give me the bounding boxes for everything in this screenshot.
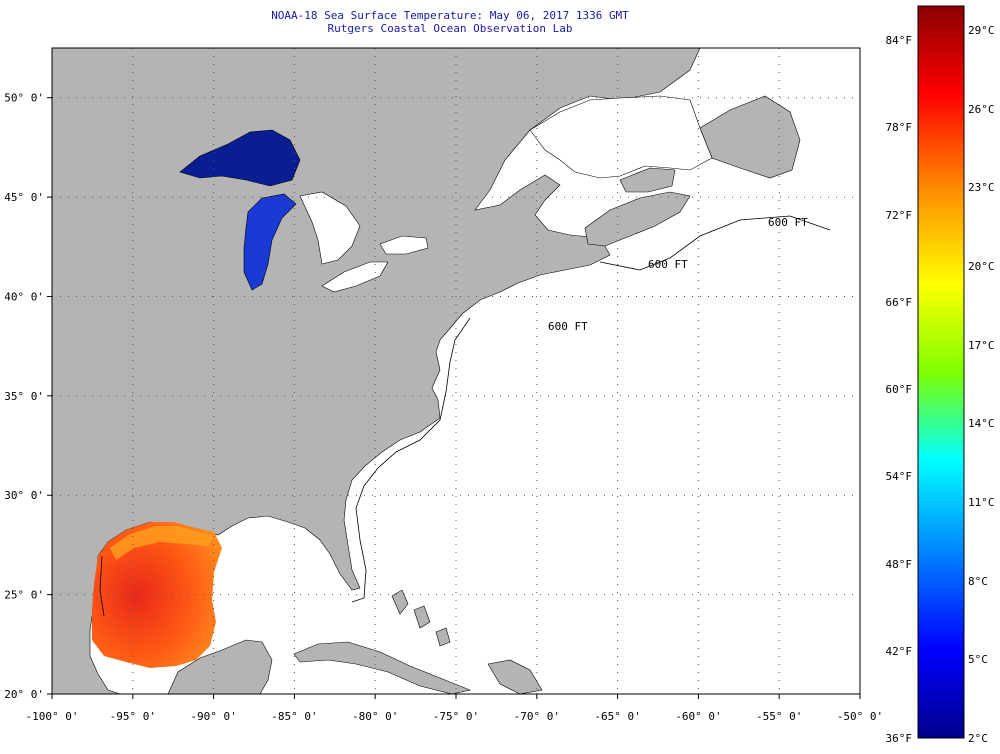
lat-tick-label: 45° 0' [4, 191, 44, 204]
lat-tick-label: 50° 0' [4, 92, 44, 105]
colorbar-c-label: 29°C [968, 24, 995, 37]
isobath-label: 600 FT [648, 258, 688, 271]
colorbar-f-label: 66°F [885, 295, 913, 309]
map-subtitle: Rutgers Coastal Ocean Observation Lab [327, 22, 573, 35]
colorbar-c-label: 2°C [968, 732, 988, 745]
lon-tick-label: -65° 0' [594, 710, 640, 723]
lon-tick-label: -95° 0' [110, 710, 156, 723]
colorbar-c-label: 20°C [968, 260, 995, 273]
colorbar-f-label: 60°F [885, 383, 913, 396]
isobath-label: 600 FT [548, 320, 588, 333]
colorbar-f-label: 72°F [885, 208, 913, 222]
colorbar-c-label: 5°C [968, 653, 988, 667]
colorbar-c-label: 8°C [968, 574, 988, 588]
isobath-label: 600 FT [768, 216, 808, 229]
lon-tick-label: -80° 0' [352, 710, 398, 723]
land-hispaniola [487, 659, 543, 694]
colorbar [917, 5, 965, 739]
gulf-st-lawrence [529, 95, 713, 179]
land-nova-scotia [584, 191, 691, 247]
lon-tick-label: -75° 0' [433, 710, 479, 723]
lake-ontario [379, 235, 429, 255]
lake-michigan [243, 193, 297, 291]
gulf-nearshore-warm [110, 526, 214, 560]
isobath-600ft [99, 215, 831, 617]
colorbar-f-label: 42°F [885, 644, 913, 658]
colorbar-c-label: 26°C [968, 102, 995, 116]
lon-tick-label: -60° 0' [675, 710, 721, 723]
lon-tick-label: -50° 0' [837, 710, 883, 723]
lon-tick-label: -100° 0' [26, 710, 79, 723]
lon-tick-label: -85° 0' [271, 710, 317, 723]
land-newfoundland [699, 95, 801, 179]
lake-erie [321, 261, 389, 293]
lake-huron [299, 191, 361, 265]
colorbar-f-label: 48°F [885, 557, 913, 571]
land-yucatan [167, 639, 273, 694]
colorbar-f-label: 84°F [885, 34, 913, 47]
land-cuba [293, 641, 472, 694]
land-bahamas [391, 589, 451, 647]
lon-tick-label: -90° 0' [190, 710, 236, 723]
lat-tick-label: 30° 0' [4, 489, 44, 502]
colorbar-c-label: 11°C [968, 496, 995, 509]
colorbar-f-label: 36°F [885, 732, 913, 745]
lat-tick-label: 35° 0' [4, 390, 44, 403]
colorbar-f-label: 54°F [885, 470, 913, 484]
lon-tick-label: -55° 0' [756, 710, 802, 723]
lat-tick-label: 20° 0' [4, 688, 44, 701]
colorbar-c-label: 14°C [968, 417, 995, 431]
lat-tick-label: 40° 0' [4, 290, 44, 303]
lake-superior [179, 129, 301, 187]
colorbar-c-label: 23°C [968, 181, 995, 195]
colorbar-c-label: 17°C [968, 338, 995, 352]
colorbar-f-label: 78°F [885, 121, 913, 135]
lon-tick-label: -70° 0' [514, 710, 560, 723]
land-cape-breton [619, 167, 676, 193]
lat-tick-label: 25° 0' [4, 589, 44, 602]
map-title: NOAA-18 Sea Surface Temperature: May 06,… [271, 9, 629, 22]
